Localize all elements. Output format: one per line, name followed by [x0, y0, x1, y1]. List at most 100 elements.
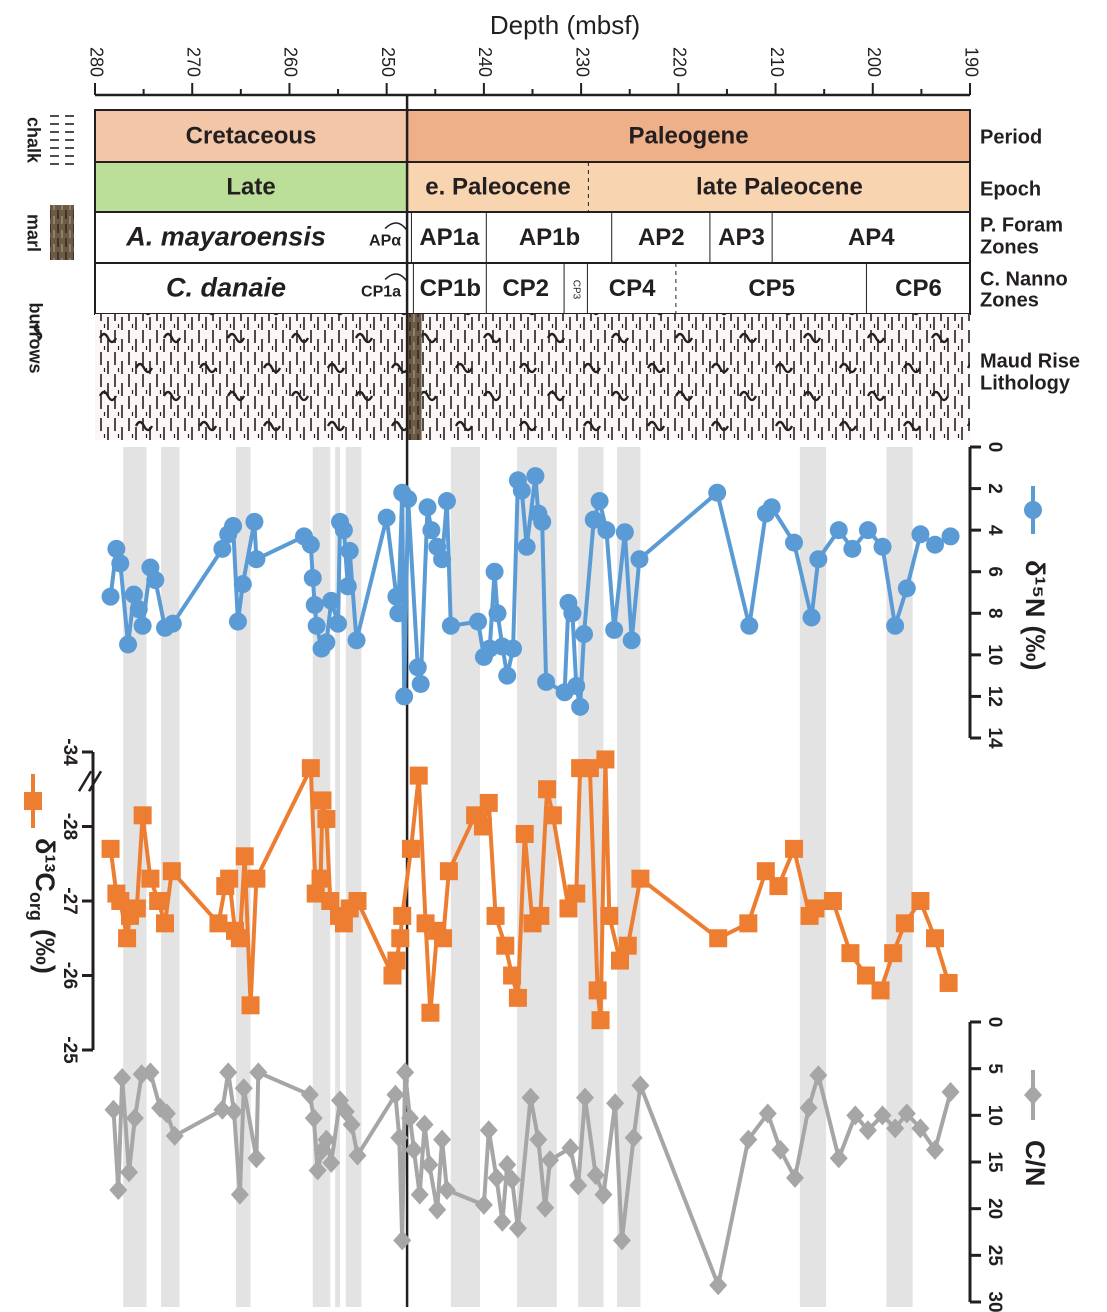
point	[219, 1062, 237, 1082]
point	[156, 914, 174, 932]
legend-name: δ¹⁵N	[1020, 560, 1050, 618]
zone-label: AP1b	[519, 224, 580, 251]
point	[531, 907, 549, 925]
point	[231, 929, 249, 947]
point	[141, 870, 159, 888]
point	[442, 617, 460, 635]
point	[419, 498, 437, 516]
point	[809, 550, 827, 568]
depth-tick-label: 240	[475, 47, 495, 77]
y-tick-label: -25	[59, 1036, 80, 1064]
point	[249, 1062, 267, 1082]
point	[224, 517, 242, 535]
point	[498, 667, 516, 685]
point	[234, 575, 252, 593]
axis-break	[89, 771, 101, 791]
point	[349, 892, 367, 910]
row-label: P. Foram	[980, 214, 1063, 236]
point	[378, 509, 396, 527]
point	[102, 588, 120, 606]
point	[623, 631, 641, 649]
point	[709, 1275, 727, 1295]
point	[119, 635, 137, 653]
point	[393, 1230, 411, 1250]
zone-label: CP2	[502, 275, 549, 302]
point	[537, 673, 555, 691]
point	[134, 806, 152, 824]
zone-label: Paleogene	[629, 122, 749, 149]
point	[247, 550, 265, 568]
point	[410, 767, 428, 785]
point	[421, 1004, 439, 1022]
point	[209, 914, 227, 932]
point	[489, 604, 507, 622]
point	[302, 536, 320, 554]
legend-unit: (‰)	[1020, 626, 1050, 671]
row-label: Epoch	[980, 178, 1041, 200]
point	[164, 615, 182, 633]
row-label: C. Nanno	[980, 268, 1068, 290]
point	[245, 513, 263, 531]
y-tick-label: 10	[984, 644, 1005, 665]
point	[785, 534, 803, 552]
legend-marker	[1024, 1085, 1042, 1105]
point	[335, 521, 353, 539]
point	[886, 617, 904, 635]
point	[504, 640, 522, 658]
point	[128, 899, 146, 917]
legend-name: C/N	[1020, 1140, 1050, 1187]
point	[567, 885, 585, 903]
zone-label-small: APα	[369, 233, 401, 250]
point	[493, 1212, 511, 1232]
legend-label: δ¹³Corg(‰)	[26, 838, 60, 974]
row-label: Period	[980, 126, 1042, 148]
point	[619, 937, 637, 955]
point	[391, 929, 409, 947]
point	[474, 818, 492, 836]
point	[411, 1185, 429, 1205]
point	[469, 613, 487, 631]
point	[563, 604, 581, 622]
legend-marker	[1024, 501, 1042, 519]
point	[859, 521, 877, 539]
point	[395, 687, 413, 705]
lithology-unit	[407, 314, 422, 440]
point	[317, 633, 335, 651]
zone-label: e. Paleocene	[425, 173, 570, 200]
point	[769, 877, 787, 895]
point	[806, 899, 824, 917]
legend-label: δ¹⁵N (‰)	[1020, 560, 1050, 671]
zone-label: CP5	[748, 275, 795, 302]
point	[567, 677, 585, 695]
point	[433, 1130, 451, 1150]
point	[496, 937, 514, 955]
legend-marl: marl	[23, 214, 43, 252]
point	[134, 617, 152, 635]
y-tick-label: 14	[984, 727, 1005, 749]
point	[596, 750, 614, 768]
point	[561, 1138, 579, 1158]
point	[538, 780, 556, 798]
point	[163, 862, 181, 880]
row-label: Maud Rise	[980, 350, 1080, 372]
y-tick-label: -28	[59, 813, 80, 840]
zone-label: AP3	[718, 224, 765, 251]
y-tick-label: 4	[984, 525, 1005, 536]
point	[348, 631, 366, 649]
point	[149, 892, 167, 910]
depth-axis-title: Depth (mbsf)	[490, 10, 640, 40]
y-tick-label: -34	[59, 738, 80, 766]
row-label: Zones	[980, 236, 1039, 258]
point	[526, 467, 544, 485]
point	[591, 492, 609, 510]
point	[306, 596, 324, 614]
point	[581, 759, 599, 777]
point	[387, 952, 405, 970]
y-tick-label: 10	[984, 1105, 1005, 1126]
legend-name: δ¹³C	[30, 838, 60, 892]
point	[480, 794, 498, 812]
point	[396, 1062, 414, 1082]
zone-label-small: CP1a	[361, 284, 401, 301]
zone-label: AP2	[638, 224, 685, 251]
y-tick-label: 30	[984, 1291, 1005, 1312]
